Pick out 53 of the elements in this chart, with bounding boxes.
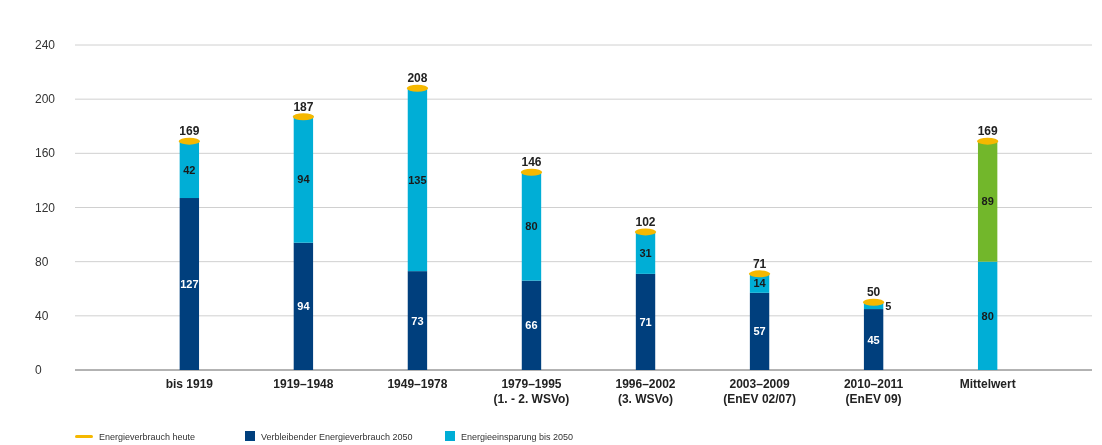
data-label: 71 bbox=[639, 315, 652, 328]
data-label: 71 bbox=[752, 256, 767, 271]
data-label: 73 bbox=[411, 314, 424, 327]
x-tick-label: 1949–1978 bbox=[387, 377, 448, 391]
data-label: 94 bbox=[297, 173, 311, 186]
data-label: 5 bbox=[885, 299, 892, 312]
bar bbox=[407, 271, 428, 370]
data-label: 146 bbox=[521, 155, 542, 170]
data-label: 187 bbox=[293, 99, 314, 114]
bar bbox=[635, 273, 656, 370]
x-tick-label: Mittelwert bbox=[959, 377, 1016, 391]
x-tick-label: 1919–1948 bbox=[273, 377, 334, 391]
bar bbox=[521, 280, 542, 370]
legend-label: Verbleibender Energieverbrauch 2050 bbox=[261, 432, 413, 442]
y-tick-label: 200 bbox=[35, 92, 56, 107]
data-label: 45 bbox=[867, 333, 880, 346]
data-label: 102 bbox=[635, 214, 656, 229]
bar bbox=[749, 292, 770, 370]
y-tick-label: 0 bbox=[35, 363, 42, 377]
data-label: 50 bbox=[866, 285, 881, 300]
data-label: 31 bbox=[639, 246, 652, 259]
x-tick-label: bis 1919 bbox=[165, 377, 214, 391]
data-label: 94 bbox=[297, 300, 311, 313]
x-tick-label: 2010–2011 (EnEV 09) bbox=[843, 377, 904, 406]
bar bbox=[179, 198, 200, 370]
x-tick-label: 1979–1995 (1. - 2. WSVo) bbox=[493, 377, 570, 406]
bar bbox=[977, 141, 998, 262]
data-label: 135 bbox=[408, 173, 427, 186]
x-tick-label: 2003–2009 (EnEV 02/07) bbox=[723, 377, 796, 406]
bar bbox=[863, 309, 884, 370]
legend-label: Energieeinsparung bis 2050 bbox=[461, 432, 574, 442]
y-tick-label: 80 bbox=[35, 254, 49, 269]
bar bbox=[521, 172, 542, 281]
legend-label: Energieverbrauch heute bbox=[99, 432, 196, 442]
data-label: 42 bbox=[183, 163, 196, 176]
x-tick-label: 1996–2002 (3. WSVo) bbox=[615, 377, 676, 406]
y-tick-label: 120 bbox=[35, 200, 56, 215]
y-tick-label: 40 bbox=[35, 308, 49, 323]
data-label: 80 bbox=[981, 309, 994, 322]
y-tick-label: 240 bbox=[35, 38, 56, 52]
data-label: 169 bbox=[179, 124, 200, 139]
y-tick-label: 160 bbox=[35, 146, 56, 161]
bar bbox=[293, 242, 314, 370]
data-label: 89 bbox=[981, 195, 994, 208]
data-label: 169 bbox=[977, 124, 998, 139]
bar bbox=[407, 88, 428, 272]
bar bbox=[293, 115, 314, 243]
data-label: 127 bbox=[180, 278, 199, 291]
data-label: 80 bbox=[525, 220, 538, 233]
data-label: 208 bbox=[407, 71, 428, 86]
data-label: 57 bbox=[753, 325, 766, 338]
data-label: 66 bbox=[525, 319, 538, 332]
data-label: 14 bbox=[753, 277, 767, 290]
